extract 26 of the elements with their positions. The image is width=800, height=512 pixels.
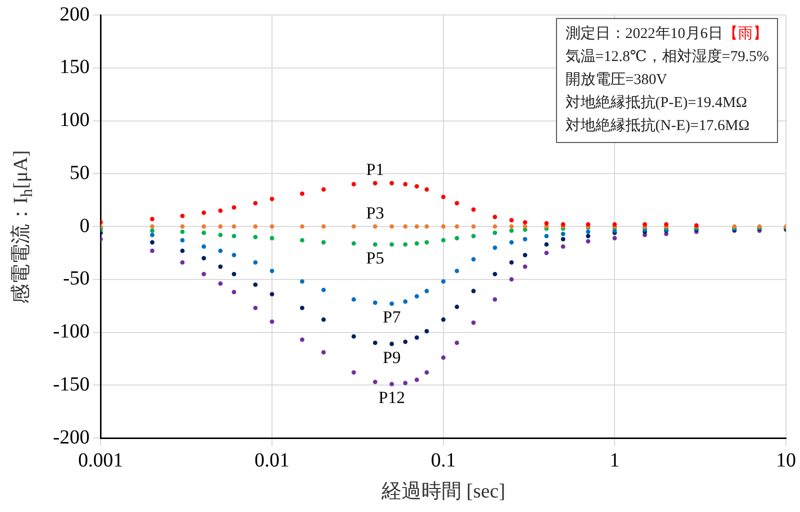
series-label: P1 [366,160,384,180]
series-label: P5 [366,248,384,268]
annotation: 対地絶縁抵抗(N-E)=17.6MΩ [565,116,750,136]
y-tick-label: 200 [60,3,90,26]
x-tick-label: 1 [610,449,620,472]
y-tick-label: 50 [70,162,90,184]
y-tick-label: 150 [60,56,90,78]
y-tick-label: -100 [52,320,90,342]
annotation: 対地絶縁抵抗(P-E)=19.4MΩ [565,94,748,113]
y-tick-label: 100 [60,109,90,131]
series-label: P7 [382,308,402,327]
annotation: 開放電圧=380V [565,71,668,90]
x-axis-title: 経過時間 [sec] [380,480,506,502]
annotation: 気温=12.8℃，相対湿度=79.5% [565,47,769,67]
y-tick-label: -200 [52,426,90,448]
y-tick-label: 0 [80,214,90,237]
y-tick-label: -150 [52,373,90,396]
x-tick-label: 0.01 [254,449,290,472]
annotation: 測定日：2022年10月6日【雨】 [565,26,768,42]
x-tick-label: 0.001 [78,449,124,472]
y-tick-label: -50 [62,268,90,290]
x-tick-label: 0.1 [430,449,456,472]
series-label: P12 [378,388,405,408]
series-label: P3 [366,203,384,222]
series-label: P9 [382,348,401,367]
x-tick-label: 10 [776,449,796,472]
